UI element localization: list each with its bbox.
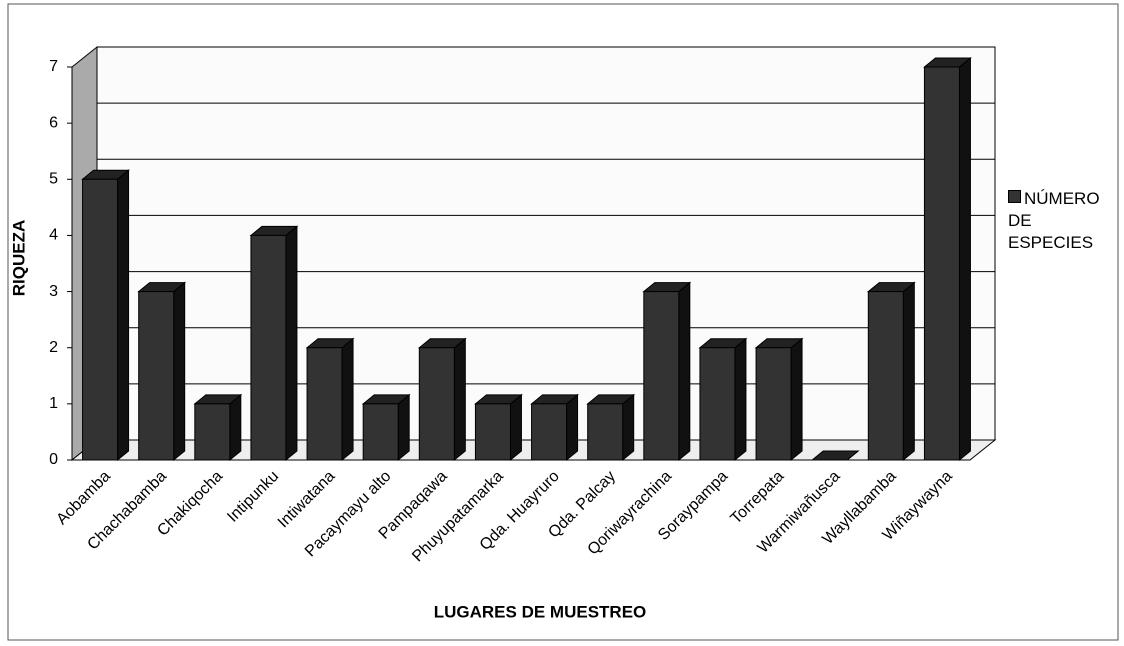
y-tick-label: 4 [49,227,58,244]
bar-side [678,281,691,462]
bar [418,347,455,461]
bar [699,347,736,461]
legend-label: NÚMERO DE ESPECIES [1008,189,1100,252]
bar [474,403,511,461]
bar-side [509,393,522,462]
bar [194,403,231,461]
x-axis-label: LUGARES DE MUESTREO [434,602,647,621]
bar-side [566,393,579,462]
bar-side [790,337,803,462]
y-tick-label: 1 [49,395,58,412]
y-axis-label: RIQUEZA [9,220,28,297]
y-tick-label: 2 [49,339,58,356]
bar-side [341,337,354,462]
bar [587,403,624,461]
bar [867,291,904,461]
y-tick-label: 0 [49,451,58,468]
bar-side [622,393,635,462]
bar [923,66,960,461]
y-tick-label: 7 [49,58,58,75]
bar-side [734,337,747,462]
bar [306,347,343,461]
bar-side [902,281,915,462]
bar [362,403,399,461]
bar [643,291,680,461]
bar-side [285,225,298,462]
bar [82,178,119,461]
bar [531,403,568,461]
y-tick-label: 3 [49,283,58,300]
y-tick-label: 6 [49,114,58,131]
back-wall [96,46,996,441]
bar-side [397,393,410,462]
bar-side [173,281,186,462]
y-tick-label: 5 [49,171,58,188]
bar [138,291,175,461]
legend: NÚMERO DE ESPECIES [1008,188,1108,254]
bar-side [117,169,130,462]
bar-side [229,393,242,462]
bar [250,234,287,461]
legend-swatch [1008,190,1021,203]
bar-side [958,56,971,462]
bar-top [810,450,860,461]
bar-side [453,337,466,462]
bar [755,347,792,461]
